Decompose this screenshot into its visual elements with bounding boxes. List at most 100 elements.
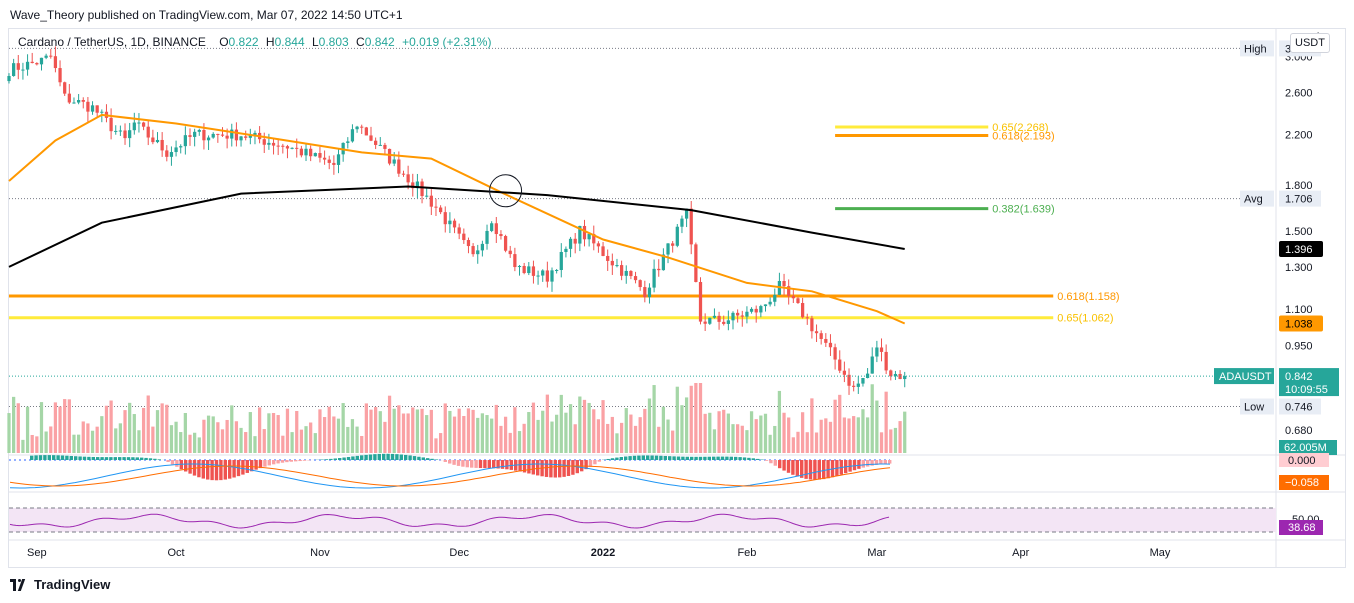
macd-histogram-bar (289, 460, 293, 462)
macd-histogram-bar (756, 458, 760, 460)
macd-histogram-bar (228, 460, 232, 479)
macd-histogram-bar (478, 460, 483, 469)
macd-histogram-bar (386, 453, 390, 460)
macd-histogram-bar (800, 460, 804, 478)
volume-bar (295, 410, 299, 453)
macd-histogram-bar (188, 460, 192, 474)
candle-body (355, 126, 359, 130)
macd-histogram-bar (676, 456, 681, 460)
candle-body (165, 150, 169, 157)
volume-bar (364, 403, 368, 453)
volume-bar (527, 412, 531, 453)
volume-bar (216, 422, 220, 453)
macd-histogram-bar (685, 456, 689, 460)
candle-body (457, 227, 461, 234)
close-label: C (356, 35, 365, 49)
candle-body (485, 230, 489, 244)
volume-bar (7, 413, 11, 453)
volume-bar (559, 394, 563, 453)
volume-bar (490, 418, 494, 453)
volume-bar (360, 435, 364, 453)
macd-histogram-bar (668, 456, 672, 460)
last-price-box (1279, 368, 1339, 397)
candle-body (35, 63, 39, 65)
volume-bar (169, 425, 174, 453)
volume-bar (893, 427, 898, 453)
price-tick-label: 2.200 (1285, 130, 1313, 142)
macd-histogram-bar (808, 460, 813, 480)
volume-bar (411, 407, 415, 453)
volume-bar (155, 410, 160, 453)
candle-body (796, 298, 800, 304)
macd-histogram-bar (694, 456, 698, 460)
candle-body (318, 153, 322, 158)
symbol-tag-box (1214, 368, 1274, 385)
candle-body (109, 117, 113, 132)
volume-bar (661, 406, 666, 453)
macd-histogram-bar (52, 455, 56, 460)
macd-histogram-bar (883, 460, 887, 464)
volume-bar (624, 408, 628, 453)
price-tick-label: 1.500 (1285, 226, 1313, 238)
macd-histogram-bar (219, 460, 223, 481)
macd-histogram-bar (122, 457, 126, 460)
volume-bar (889, 429, 893, 453)
rsi-line (9, 513, 890, 529)
candle-body (694, 244, 698, 282)
level-name-label: Avg (1244, 194, 1263, 206)
volume-bar (202, 419, 206, 453)
volume-bar (299, 429, 304, 453)
axis-price-tag-label: 1.396 (1285, 244, 1313, 256)
candle-body (374, 140, 378, 145)
volume-bar (220, 429, 225, 453)
macd-histogram-bar (60, 455, 65, 460)
macd-histogram-bar (531, 460, 535, 475)
candle-body (49, 55, 53, 57)
symbol-title[interactable]: Cardano / TetherUS, 1D, BINANCE (18, 35, 206, 49)
candle-body (555, 270, 559, 272)
volume-bar (76, 434, 81, 453)
macd-histogram-bar (157, 459, 161, 460)
high-label: H (265, 35, 275, 49)
candle-body (754, 308, 758, 313)
candle-body (76, 100, 81, 103)
macd-histogram-bar (434, 459, 439, 460)
volume-bar (508, 432, 512, 453)
macd-histogram-bar (276, 460, 280, 464)
candle-body (824, 338, 828, 343)
macd-histogram-bar (615, 457, 619, 460)
volume-bar (652, 385, 656, 453)
macd-histogram-bar (69, 455, 73, 460)
candle-body (12, 63, 16, 76)
macd-histogram-bar (87, 456, 91, 460)
macd-histogram-bar (624, 456, 628, 460)
currency-tag[interactable]: USDT (1290, 33, 1330, 53)
candle-body (118, 130, 123, 132)
candle-body (364, 127, 368, 136)
volume-bar (471, 409, 475, 453)
candle-body (633, 276, 638, 281)
tradingview-footer[interactable]: TradingView (10, 577, 110, 592)
candle-body (559, 251, 563, 271)
macd-histogram-bar (681, 456, 685, 460)
volume-bar (582, 399, 587, 453)
candles (7, 46, 907, 395)
candle-body (736, 312, 740, 316)
candle-body (137, 122, 141, 124)
axis-price-tag-label: 1.038 (1285, 318, 1313, 330)
volume-bar (234, 421, 239, 453)
change-value: +0.019 (+2.31%) (402, 35, 492, 49)
volume-bar (773, 425, 777, 453)
macd-histogram-bar (294, 460, 298, 462)
candle-body (169, 152, 174, 157)
low-label: L (311, 35, 319, 49)
candle-body (21, 69, 25, 71)
macd-histogram-bar (104, 457, 109, 460)
volume-bar (100, 416, 104, 453)
volume-bar (865, 417, 870, 453)
candle-body (564, 248, 568, 252)
macd-histogram-bar (791, 460, 795, 475)
macd-histogram-bar (465, 460, 469, 468)
candle-body (689, 208, 693, 245)
